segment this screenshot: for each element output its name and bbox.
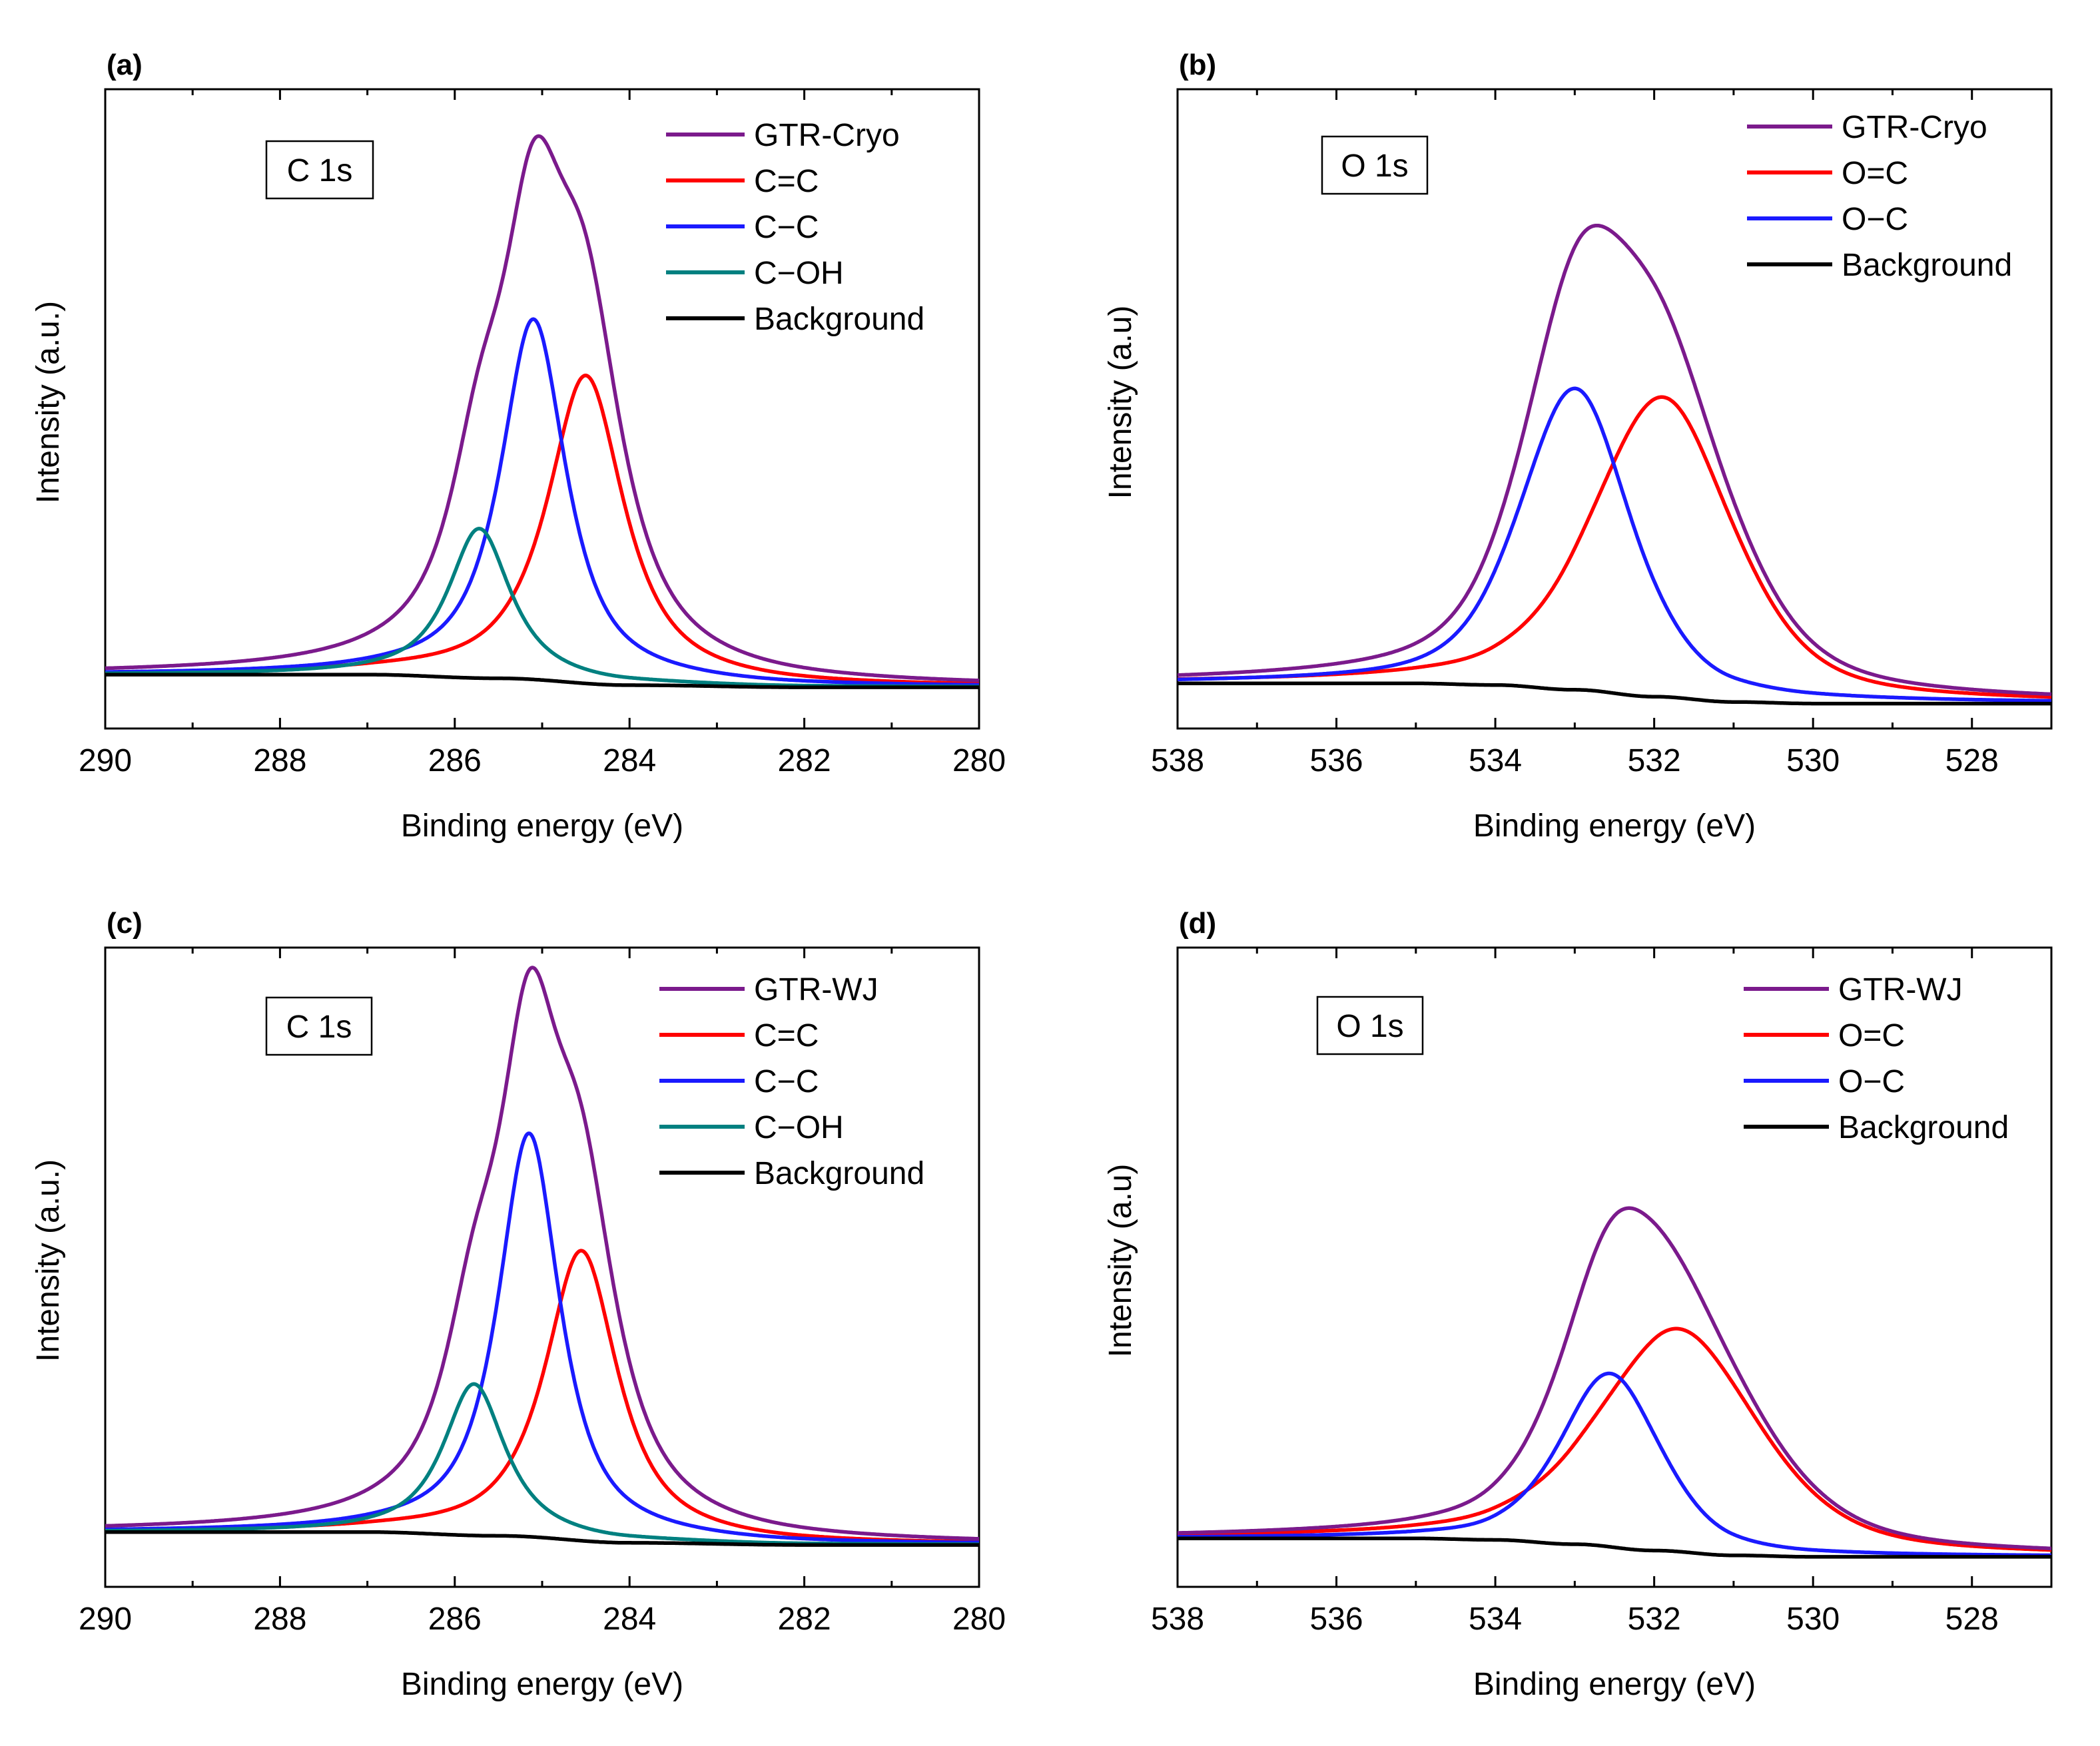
x-tick-label: 528 (1945, 743, 1999, 778)
x-tick-label: 536 (1309, 743, 1363, 778)
legend-entry: C=C (754, 164, 819, 199)
plot-frame (104, 88, 980, 730)
series-line-o-c (1177, 1326, 2052, 1552)
series-line-c-c (105, 317, 980, 687)
series-line-o-c (1177, 395, 2052, 699)
chart-panel-b: (b) 538 536 534 532 530 528 Binding energy (eV)… (1103, 49, 2053, 844)
series-line-gtr-wj (105, 966, 980, 1541)
series-line-background (1177, 681, 2052, 706)
region-label: O 1s (1341, 148, 1408, 184)
y-axis-label: Intensity (a.u) (1103, 306, 1138, 499)
x-tick-label: 534 (1469, 1601, 1522, 1637)
legend-entry: GTR-WJ (1838, 972, 1963, 1008)
region-label-box (265, 996, 373, 1056)
legend-entry: C−C (754, 210, 819, 245)
series-line-c-c (105, 374, 980, 686)
region-label-box (1316, 996, 1424, 1055)
x-tick-label: 290 (79, 1601, 132, 1637)
x-tick-label: 534 (1469, 743, 1522, 778)
series-line-gtr-cryo (105, 134, 980, 683)
legend-entry: C−OH (754, 256, 844, 291)
plot-frame (104, 946, 980, 1588)
x-tick-label: 536 (1309, 1601, 1363, 1637)
series-line-background (1177, 1536, 2052, 1559)
y-axis-label: Intensity (a.u.) (31, 1159, 66, 1362)
series-line-gtr-wj (1177, 1206, 2052, 1551)
legend-entry: O=C (1838, 1018, 1905, 1053)
x-tick-label: 286 (428, 1601, 482, 1637)
chart-panel-c: (c) 290 288 286 284 282 280 Binding energy (eV)… (31, 907, 1006, 1702)
legend-entry: GTR-Cryo (754, 118, 900, 153)
panel-label: (b) (1179, 49, 1216, 81)
region-label-box (1321, 135, 1429, 195)
legend-entry: Background (1838, 1110, 2009, 1145)
series-line-background (105, 1530, 980, 1547)
x-tick-label: 280 (952, 1601, 1006, 1637)
x-axis-label: Binding energy (eV) (401, 808, 683, 844)
legend-entry: C−OH (754, 1110, 844, 1145)
x-tick-label: 288 (253, 1601, 306, 1637)
x-tick-label: 286 (428, 743, 482, 778)
legend-entry: O−C (1838, 1064, 1905, 1099)
x-tick-label: 288 (253, 743, 306, 778)
x-tick-label: 538 (1151, 1601, 1204, 1637)
legend-entry: C=C (754, 1018, 819, 1053)
x-axis-label: Binding energy (eV) (1473, 808, 1756, 844)
legend-entry: Background (754, 1156, 924, 1191)
panel-label: (a) (107, 49, 143, 81)
legend-entry: Background (754, 302, 924, 337)
plot-frame (1176, 946, 2053, 1588)
legend-entry: GTR-Cryo (1842, 110, 1987, 145)
x-tick-label: 282 (778, 743, 831, 778)
series-line-background (105, 673, 980, 689)
x-tick-label: 538 (1151, 743, 1204, 778)
chart-panel-d: (d) 538 536 534 532 530 528 Binding energy (eV)… (1103, 907, 2053, 1702)
chart-panel-a: (a) 290 288 286 284 282 280 Binding energy (eV)… (31, 49, 1006, 844)
x-tick-label: 530 (1786, 1601, 1840, 1637)
region-label-box (265, 140, 374, 200)
y-axis-label: Intensity (a.u.) (31, 301, 66, 503)
legend-entry: GTR-WJ (754, 972, 878, 1008)
y-axis-label: Intensity (a.u) (1103, 1164, 1138, 1358)
x-tick-label: 530 (1786, 743, 1840, 778)
x-tick-label: 290 (79, 743, 132, 778)
x-tick-label: 284 (603, 743, 656, 778)
series-line-gtr-cryo (1177, 223, 2052, 697)
legend-entry: O−C (1842, 202, 1908, 237)
region-label: C 1s (286, 1010, 352, 1045)
legend-entry: Background (1842, 248, 2012, 283)
panel-label: (d) (1179, 907, 1216, 940)
series-line-c-c (105, 1249, 980, 1544)
region-label: O 1s (1336, 1009, 1403, 1044)
x-axis-label: Binding energy (eV) (1473, 1667, 1756, 1702)
x-tick-label: 280 (952, 743, 1006, 778)
region-label: C 1s (287, 153, 353, 188)
plot-frame (1176, 88, 2053, 730)
series-line-o-c (1177, 1371, 2052, 1558)
series-line-o-c (1177, 386, 2052, 703)
x-tick-label: 284 (603, 1601, 656, 1637)
x-tick-label: 532 (1628, 1601, 1681, 1637)
series-line-c-c (105, 1131, 980, 1545)
x-tick-label: 282 (778, 1601, 831, 1637)
x-tick-label: 528 (1945, 1601, 1999, 1637)
x-axis-label: Binding energy (eV) (401, 1667, 683, 1702)
legend-entry: C−C (754, 1064, 819, 1099)
x-tick-label: 532 (1628, 743, 1681, 778)
panel-label: (c) (107, 907, 143, 940)
legend-entry: O=C (1842, 156, 1908, 191)
